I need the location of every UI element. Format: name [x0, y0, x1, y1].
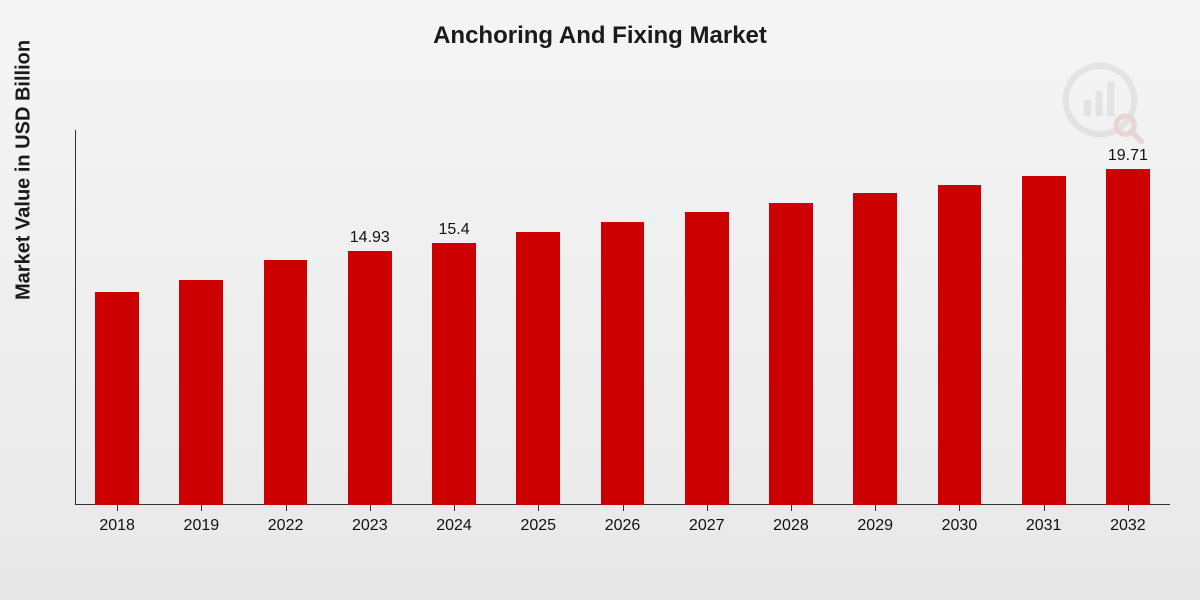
bar-slot	[601, 222, 645, 505]
x-tick-label: 2018	[99, 517, 135, 535]
bar	[685, 212, 729, 505]
bar-value-label: 15.4	[438, 221, 469, 239]
x-tick-mark	[623, 505, 624, 511]
x-tick-mark	[707, 505, 708, 511]
bar	[769, 203, 813, 505]
bar	[1022, 176, 1066, 505]
x-tick-mark	[538, 505, 539, 511]
bar-slot	[95, 292, 139, 505]
x-tick-label: 2031	[1026, 517, 1062, 535]
x-tick-mark	[201, 505, 202, 511]
y-axis-label: Market Value in USD Billion	[13, 40, 36, 300]
bar-slot: 15.4	[432, 243, 476, 506]
bar	[853, 193, 897, 505]
x-tick-label: 2023	[352, 517, 388, 535]
x-tick-label: 2026	[605, 517, 641, 535]
x-tick-mark	[117, 505, 118, 511]
bar-slot	[685, 212, 729, 505]
x-tick-mark	[370, 505, 371, 511]
x-tick-label: 2019	[184, 517, 220, 535]
bar	[1106, 169, 1150, 505]
chart-page: Anchoring And Fixing Market Market Value…	[0, 0, 1200, 600]
x-tick-mark	[791, 505, 792, 511]
x-tick-label: 2025	[520, 517, 556, 535]
x-tick-label: 2027	[689, 517, 725, 535]
x-tick-mark	[959, 505, 960, 511]
x-tick-mark	[875, 505, 876, 511]
x-tick-label: 2032	[1110, 517, 1146, 535]
bar-slot	[264, 260, 308, 505]
bar	[432, 243, 476, 506]
x-tick-mark	[1128, 505, 1129, 511]
y-axis	[75, 130, 76, 505]
bar-slot	[938, 185, 982, 505]
bar-value-label: 19.71	[1108, 147, 1148, 165]
x-tick-label: 2028	[773, 517, 809, 535]
bar-value-label: 14.93	[350, 229, 390, 247]
bar-slot	[516, 232, 560, 505]
x-tick-mark	[286, 505, 287, 511]
bar	[938, 185, 982, 505]
bar-slot	[1022, 176, 1066, 505]
x-tick-label: 2030	[942, 517, 978, 535]
bar-slot	[853, 193, 897, 505]
plot-area: 20182019202214.93202315.4202420252026202…	[75, 130, 1170, 505]
bar	[348, 251, 392, 505]
bar	[179, 280, 223, 505]
bar	[264, 260, 308, 505]
bar	[95, 292, 139, 505]
bar-slot: 19.71	[1106, 169, 1150, 505]
bar-slot: 14.93	[348, 251, 392, 505]
bar	[601, 222, 645, 505]
bar-slot	[769, 203, 813, 505]
bar-slot	[179, 280, 223, 505]
bar	[516, 232, 560, 505]
x-tick-label: 2024	[436, 517, 472, 535]
x-tick-mark	[1044, 505, 1045, 511]
x-tick-mark	[454, 505, 455, 511]
chart-title: Anchoring And Fixing Market	[0, 22, 1200, 50]
x-tick-label: 2022	[268, 517, 304, 535]
x-tick-label: 2029	[857, 517, 893, 535]
